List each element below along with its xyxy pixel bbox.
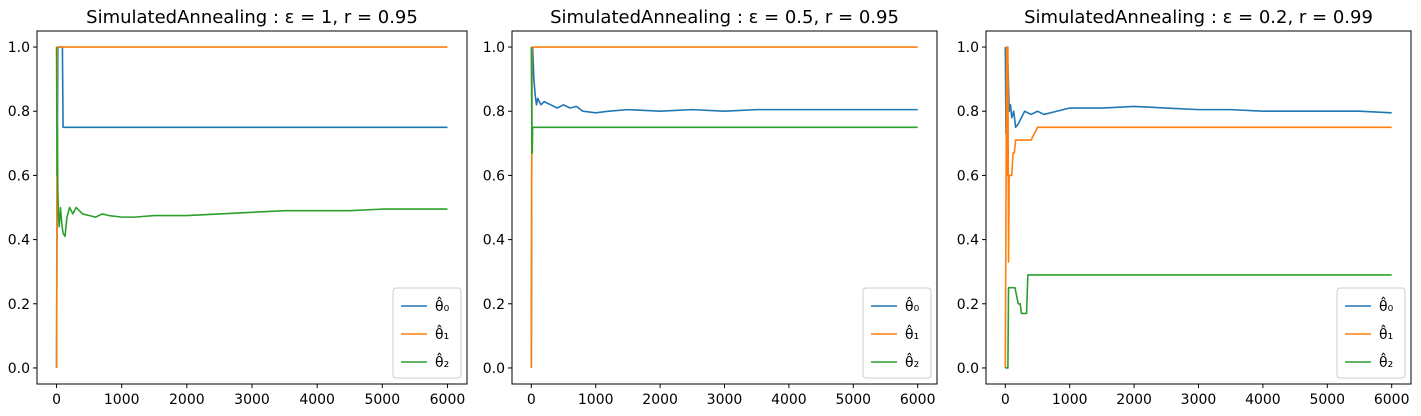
x-tick-label: 4000 (1245, 392, 1281, 408)
legend: θ̂₀ θ̂₁ θ̂₂ (862, 287, 932, 379)
x-tick-label: 3000 (1181, 392, 1217, 408)
legend: θ̂₀ θ̂₁ θ̂₂ (392, 287, 462, 379)
y-tick-label: 0.8 (957, 104, 979, 120)
series-line-0 (55, 46, 448, 368)
legend: θ̂₀ θ̂₁ θ̂₂ (1336, 287, 1406, 379)
x-tick-label: 1000 (1052, 392, 1088, 408)
legend-label-1: θ̂₁ (1379, 324, 1393, 343)
x-tick-label: 6000 (900, 392, 936, 408)
legend-box (392, 287, 462, 379)
x-tick-label: 3000 (707, 392, 743, 408)
x-tick-label: 0 (527, 392, 536, 408)
y-tick-label: 0.8 (483, 104, 505, 120)
legend-label-2: θ̂₂ (905, 352, 919, 371)
series-line-1 (55, 46, 448, 368)
x-tick-label: 1000 (104, 392, 140, 408)
y-tick-label: 0.2 (957, 297, 979, 313)
y-tick-label: 0.2 (8, 297, 30, 313)
y-tick-label: 0.8 (8, 104, 30, 120)
y-tick-label: 0.2 (483, 297, 505, 313)
y-tick-label: 0.6 (483, 168, 505, 184)
series-line-0 (1004, 47, 1392, 135)
legend-label-2: θ̂₂ (435, 352, 449, 371)
series-line-2 (530, 47, 918, 154)
y-tick-label: 0.4 (957, 233, 979, 249)
x-tick-label: 5000 (835, 392, 871, 408)
x-tick-label: 2000 (1116, 392, 1152, 408)
y-tick-label: 0.0 (8, 361, 30, 377)
chart-title: SimulatedAnnealing : ε = 1, r = 0.95 (86, 7, 418, 28)
y-tick-label: 0.4 (8, 233, 30, 249)
y-tick-label: 1.0 (957, 40, 979, 56)
y-tick-label: 0.0 (483, 361, 505, 377)
chart-title: SimulatedAnnealing : ε = 0.5, r = 0.95 (550, 7, 899, 28)
series-line-0 (530, 46, 918, 368)
chart-title: SimulatedAnnealing : ε = 0.2, r = 0.99 (1024, 7, 1373, 28)
chart-panel-2: 0 1000 2000 3000 4000 5000 6000 0.0 0.2 0.4 0.6 0.8… (957, 7, 1412, 408)
series-line-1 (1004, 46, 1392, 368)
legend-label-0: θ̂₀ (435, 296, 450, 315)
x-tick-label: 4000 (299, 392, 335, 408)
x-tick-label: 5000 (1309, 392, 1345, 408)
x-tick-label: 0 (52, 392, 61, 408)
chart-panel-0: 0 1000 2000 3000 4000 5000 6000 0.0 0.2 0.4 0.6 0.8… (8, 7, 468, 408)
x-tick-label: 6000 (430, 392, 466, 408)
x-tick-label: 2000 (642, 392, 678, 408)
series-line-1 (530, 46, 918, 368)
y-tick-label: 1.0 (8, 40, 30, 56)
y-tick-label: 0.6 (957, 168, 979, 184)
x-tick-label: 0 (1001, 392, 1010, 408)
legend-box (1336, 287, 1406, 379)
y-tick-label: 0.4 (483, 233, 505, 249)
legend-label-1: θ̂₁ (905, 324, 919, 343)
x-tick-label: 5000 (364, 392, 400, 408)
chart-panel-1: 0 1000 2000 3000 4000 5000 6000 0.0 0.2 0.4 0.6 0.8… (483, 7, 938, 408)
legend-label-2: θ̂₂ (1379, 352, 1393, 371)
legend-box (862, 287, 932, 379)
x-tick-label: 6000 (1374, 392, 1410, 408)
y-tick-label: 0.0 (957, 361, 979, 377)
legend-label-0: θ̂₀ (1379, 296, 1394, 315)
y-tick-label: 1.0 (483, 40, 505, 56)
legend-label-0: θ̂₀ (905, 296, 920, 315)
legend-label-1: θ̂₁ (435, 324, 449, 343)
series-line-2 (1005, 274, 1392, 369)
x-tick-label: 4000 (771, 392, 807, 408)
x-tick-label: 2000 (169, 392, 205, 408)
x-tick-label: 1000 (578, 392, 614, 408)
series-line-2 (55, 47, 448, 238)
y-tick-label: 0.6 (8, 168, 30, 184)
x-tick-label: 3000 (234, 392, 270, 408)
